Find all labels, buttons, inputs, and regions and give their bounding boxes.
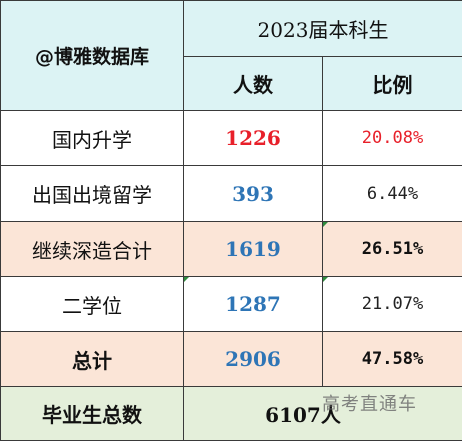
row-count-domestic: 1226 — [183, 110, 323, 166]
graduates-total-value: 6107人 — [183, 386, 462, 441]
graduates-total-label: 毕业生总数 — [0, 386, 184, 441]
brand-cell: @博雅数据库 — [0, 0, 184, 111]
row-ratio-domestic: 20.08% — [322, 110, 462, 166]
cell-flag-marker — [323, 222, 328, 227]
row-label-total: 总计 — [0, 331, 184, 387]
row-ratio-abroad: 6.44% — [322, 165, 462, 222]
row-ratio-second-degree: 21.07% — [322, 276, 462, 332]
table-row: 二学位 1287 21.07% — [0, 276, 462, 332]
table-row: 出国出境留学 393 6.44% — [0, 165, 462, 222]
table-row: 毕业生总数 6107人 — [0, 386, 462, 441]
row-count-second-degree: 1287 — [183, 276, 323, 332]
row-label-abroad: 出国出境留学 — [0, 165, 184, 222]
row-count-abroad: 393 — [183, 165, 323, 222]
row-count-total: 2906 — [183, 331, 323, 387]
row-label-further-study-total: 继续深造合计 — [0, 221, 184, 277]
table-row: 继续深造合计 1619 26.51% — [0, 221, 462, 277]
year-header: 2023届本科生 — [183, 0, 462, 57]
cell-flag-marker — [184, 277, 189, 282]
table-row: 国内升学 1226 20.08% — [0, 110, 462, 166]
row-ratio-total: 47.58% — [322, 331, 462, 387]
ratio-column-header: 比例 — [322, 56, 462, 111]
row-label-domestic: 国内升学 — [0, 110, 184, 166]
count-column-header: 人数 — [183, 56, 323, 111]
table-row: 总计 2906 47.58% — [0, 331, 462, 387]
watermark-text: 高考直通车 — [322, 394, 417, 415]
row-label-second-degree: 二学位 — [0, 276, 184, 332]
cell-flag-marker — [323, 277, 328, 282]
row-ratio-further-study-total: 26.51% — [322, 221, 462, 277]
row-count-further-study-total: 1619 — [183, 221, 323, 277]
